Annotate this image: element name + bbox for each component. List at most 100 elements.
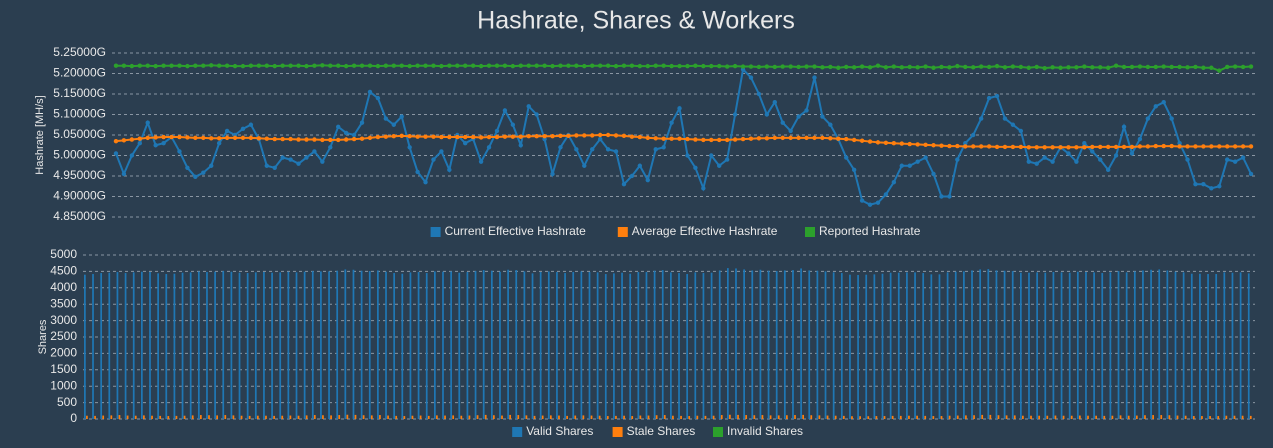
bar <box>468 415 471 419</box>
bar <box>1052 272 1055 419</box>
bar <box>873 274 876 419</box>
point <box>359 63 365 68</box>
bar <box>549 415 552 419</box>
point <box>1209 186 1214 191</box>
point <box>939 143 944 148</box>
bar <box>1160 415 1163 419</box>
point <box>534 134 539 139</box>
bar <box>792 270 794 419</box>
point <box>1058 145 1063 150</box>
point <box>526 104 531 109</box>
point <box>1225 64 1230 70</box>
point <box>455 63 460 68</box>
y-tick-label: 0 <box>70 411 77 425</box>
point <box>939 194 944 199</box>
point <box>867 65 873 70</box>
bar <box>574 415 577 419</box>
bar <box>883 416 886 419</box>
bar <box>598 415 601 419</box>
bar <box>409 272 412 419</box>
point <box>796 135 801 141</box>
bar <box>330 415 332 419</box>
bar <box>940 416 943 419</box>
bar <box>1199 273 1201 419</box>
bar <box>1109 272 1112 419</box>
point <box>867 202 873 207</box>
bar <box>484 414 487 419</box>
point <box>272 136 277 142</box>
point <box>399 114 404 119</box>
point <box>1002 144 1008 150</box>
point <box>1145 144 1151 149</box>
point <box>423 63 428 68</box>
bar <box>208 415 210 419</box>
point <box>923 142 928 148</box>
point <box>955 157 960 162</box>
point <box>724 137 730 143</box>
point <box>526 63 531 68</box>
point <box>216 63 222 68</box>
point <box>907 163 912 168</box>
point <box>1177 64 1182 70</box>
point <box>732 112 738 117</box>
bar <box>702 273 705 419</box>
point <box>391 63 396 68</box>
bar <box>824 271 827 419</box>
point <box>780 135 785 141</box>
bar <box>1223 272 1226 419</box>
point <box>732 63 738 69</box>
bar <box>857 275 859 419</box>
point <box>288 136 293 142</box>
point <box>240 126 246 132</box>
point <box>113 63 119 68</box>
bar <box>767 270 770 419</box>
point <box>756 64 762 70</box>
point <box>772 135 777 141</box>
bar <box>775 271 778 419</box>
point <box>621 63 627 68</box>
y-tick-label: 5.10000G <box>53 107 106 121</box>
bar <box>794 415 796 419</box>
point <box>1209 65 1214 70</box>
bar <box>86 415 88 419</box>
point <box>121 63 127 68</box>
bar <box>173 273 176 419</box>
point <box>399 63 404 68</box>
point <box>431 134 436 139</box>
bar <box>206 272 208 419</box>
point <box>923 64 928 69</box>
point <box>320 159 325 164</box>
bar <box>572 272 575 419</box>
bar <box>1038 415 1041 419</box>
bar <box>377 270 379 419</box>
point <box>1105 65 1111 70</box>
point <box>558 133 563 139</box>
bar <box>908 415 910 419</box>
point <box>439 134 444 140</box>
point <box>161 134 166 140</box>
bar <box>889 272 892 419</box>
bar <box>1192 416 1195 419</box>
point <box>851 137 857 143</box>
point <box>1113 153 1119 158</box>
bar <box>84 274 86 419</box>
point <box>629 134 635 139</box>
point <box>709 153 714 158</box>
point <box>550 63 555 69</box>
point <box>804 64 809 69</box>
bar <box>547 271 550 419</box>
legend-swatch <box>512 427 523 437</box>
bar <box>881 273 884 419</box>
point <box>971 65 976 70</box>
bar <box>922 273 925 419</box>
bar <box>254 272 257 419</box>
bar <box>433 271 436 419</box>
point <box>185 63 190 69</box>
bar <box>1005 415 1008 419</box>
bar <box>946 272 949 419</box>
point <box>1201 182 1206 187</box>
point <box>359 136 365 141</box>
point <box>304 63 309 69</box>
bar <box>442 271 444 419</box>
